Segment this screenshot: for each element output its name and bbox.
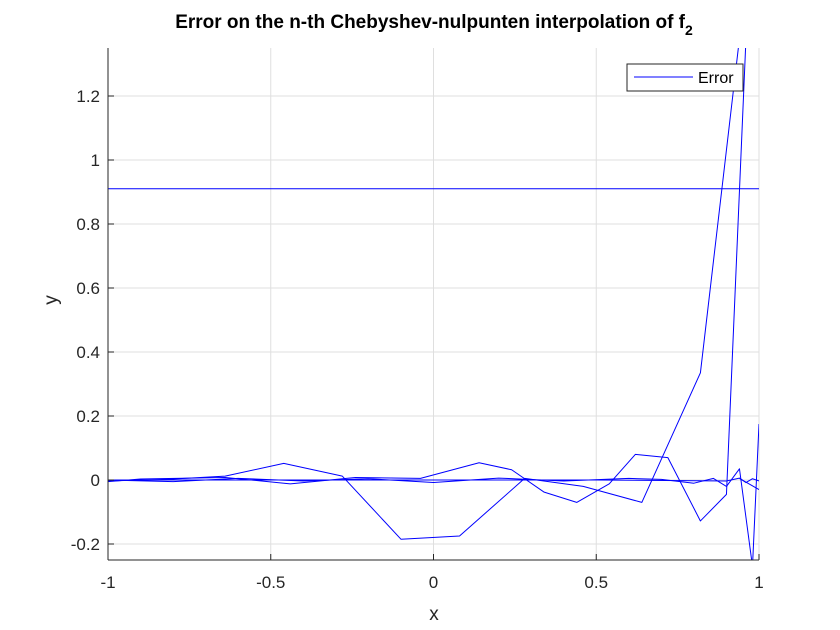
y-tick-label: 1 [91, 151, 100, 170]
y-tick-label: 0.2 [76, 407, 100, 426]
y-tick-label: 0.6 [76, 279, 100, 298]
x-tick-label: -1 [100, 573, 115, 592]
y-tick-label: 0.8 [76, 215, 100, 234]
chart-title: Error on the n-th Chebyshev-nulpunten in… [175, 12, 693, 38]
tick-labels: -1 -0.5 0 0.5 1 -0.2 0 0.2 0.4 0.6 0.8 1 1.2 [71, 87, 764, 592]
legend: Error [626, 63, 744, 92]
x-tick-label: 0 [429, 573, 438, 592]
error-series-line [108, 48, 747, 522]
y-tick-label: 0.4 [76, 343, 100, 362]
x-tick-label: 1 [754, 573, 763, 592]
x-tick-label: 0.5 [584, 573, 608, 592]
legend-label: Error [698, 70, 734, 87]
error-series-line [108, 48, 739, 540]
error-series-line [739, 477, 759, 491]
error-series-line [108, 477, 759, 484]
x-axis-label: x [429, 604, 439, 625]
y-tick-label: 1.2 [76, 87, 100, 106]
chart-title-subscript: 2 [685, 22, 693, 38]
y-tick-label: -0.2 [71, 535, 100, 554]
grid [107, 48, 760, 560]
y-axis-label: y [41, 295, 62, 305]
series-layer [108, 48, 759, 560]
axes [107, 48, 760, 561]
y-tick-label: 0 [91, 471, 100, 490]
chart-title-main: Error on the n-th Chebyshev-nulpunten in… [175, 12, 685, 33]
x-tick-label: -0.5 [256, 573, 285, 592]
